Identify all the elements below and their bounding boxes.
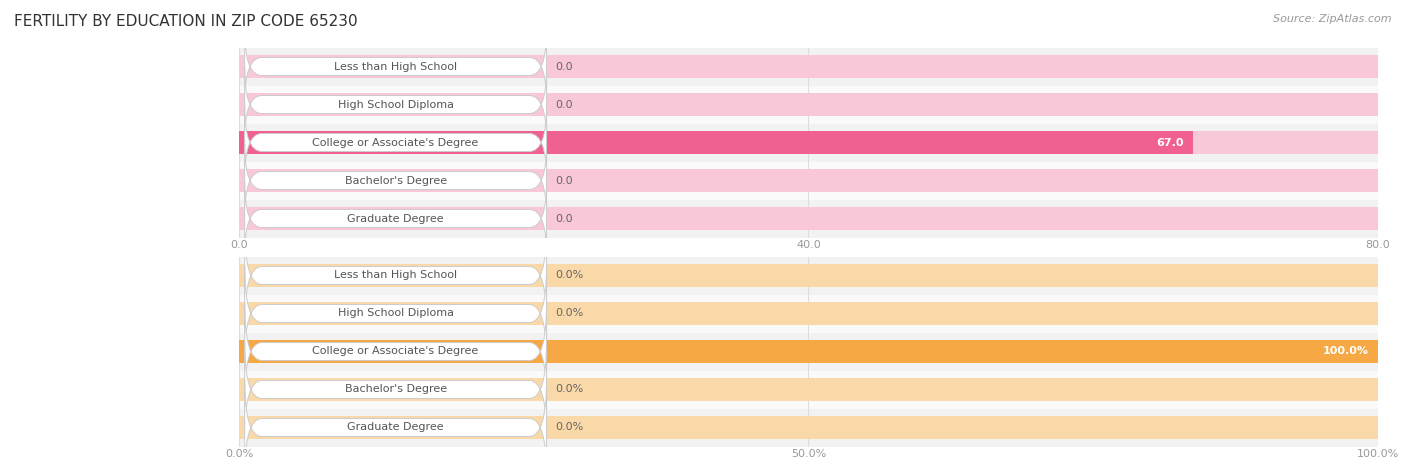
Text: Less than High School: Less than High School — [335, 61, 457, 72]
Bar — [239, 131, 1192, 154]
FancyBboxPatch shape — [245, 144, 547, 217]
Bar — [239, 332, 1378, 371]
FancyBboxPatch shape — [245, 68, 547, 141]
Text: 0.0%: 0.0% — [555, 270, 583, 281]
Text: High School Diploma: High School Diploma — [337, 308, 454, 319]
Text: 0.0: 0.0 — [555, 175, 574, 186]
Text: 100.0%: 100.0% — [1323, 346, 1369, 357]
Text: Graduate Degree: Graduate Degree — [347, 213, 444, 224]
FancyBboxPatch shape — [245, 30, 547, 103]
FancyBboxPatch shape — [245, 380, 547, 475]
Text: Bachelor's Degree: Bachelor's Degree — [344, 175, 447, 186]
Text: 67.0: 67.0 — [1156, 137, 1184, 148]
Bar — [239, 93, 1378, 116]
Text: 0.0: 0.0 — [555, 99, 574, 110]
Text: High School Diploma: High School Diploma — [337, 99, 454, 110]
Text: 0.0%: 0.0% — [555, 308, 583, 319]
FancyBboxPatch shape — [245, 228, 547, 323]
Text: 0.0: 0.0 — [555, 61, 574, 72]
Bar — [239, 340, 1378, 363]
Bar — [239, 162, 1378, 199]
Text: Bachelor's Degree: Bachelor's Degree — [344, 384, 447, 395]
Text: Less than High School: Less than High School — [335, 270, 457, 281]
Text: FERTILITY BY EDUCATION IN ZIP CODE 65230: FERTILITY BY EDUCATION IN ZIP CODE 65230 — [14, 14, 357, 29]
Bar — [239, 169, 1378, 192]
Bar — [239, 294, 1378, 332]
Bar — [239, 131, 1378, 154]
Bar — [239, 408, 1378, 446]
Bar — [239, 200, 1378, 238]
Bar — [239, 370, 1378, 408]
FancyBboxPatch shape — [245, 182, 547, 255]
FancyBboxPatch shape — [245, 106, 547, 179]
Bar — [239, 264, 1378, 287]
Bar — [239, 48, 1378, 86]
Text: Source: ZipAtlas.com: Source: ZipAtlas.com — [1274, 14, 1392, 24]
Text: 0.0%: 0.0% — [555, 422, 583, 433]
Bar — [239, 378, 1378, 401]
Text: College or Associate's Degree: College or Associate's Degree — [312, 346, 478, 357]
Bar — [239, 340, 1378, 363]
Text: College or Associate's Degree: College or Associate's Degree — [312, 137, 478, 148]
Bar — [239, 256, 1378, 294]
Text: Graduate Degree: Graduate Degree — [347, 422, 444, 433]
FancyBboxPatch shape — [245, 304, 547, 399]
FancyBboxPatch shape — [245, 266, 547, 361]
Bar — [239, 124, 1378, 162]
Bar — [239, 416, 1378, 439]
Text: 0.0: 0.0 — [555, 213, 574, 224]
Bar — [239, 302, 1378, 325]
Bar — [239, 207, 1378, 230]
Bar — [239, 55, 1378, 78]
Text: 0.0%: 0.0% — [555, 384, 583, 395]
FancyBboxPatch shape — [245, 342, 547, 437]
Bar — [239, 86, 1378, 124]
